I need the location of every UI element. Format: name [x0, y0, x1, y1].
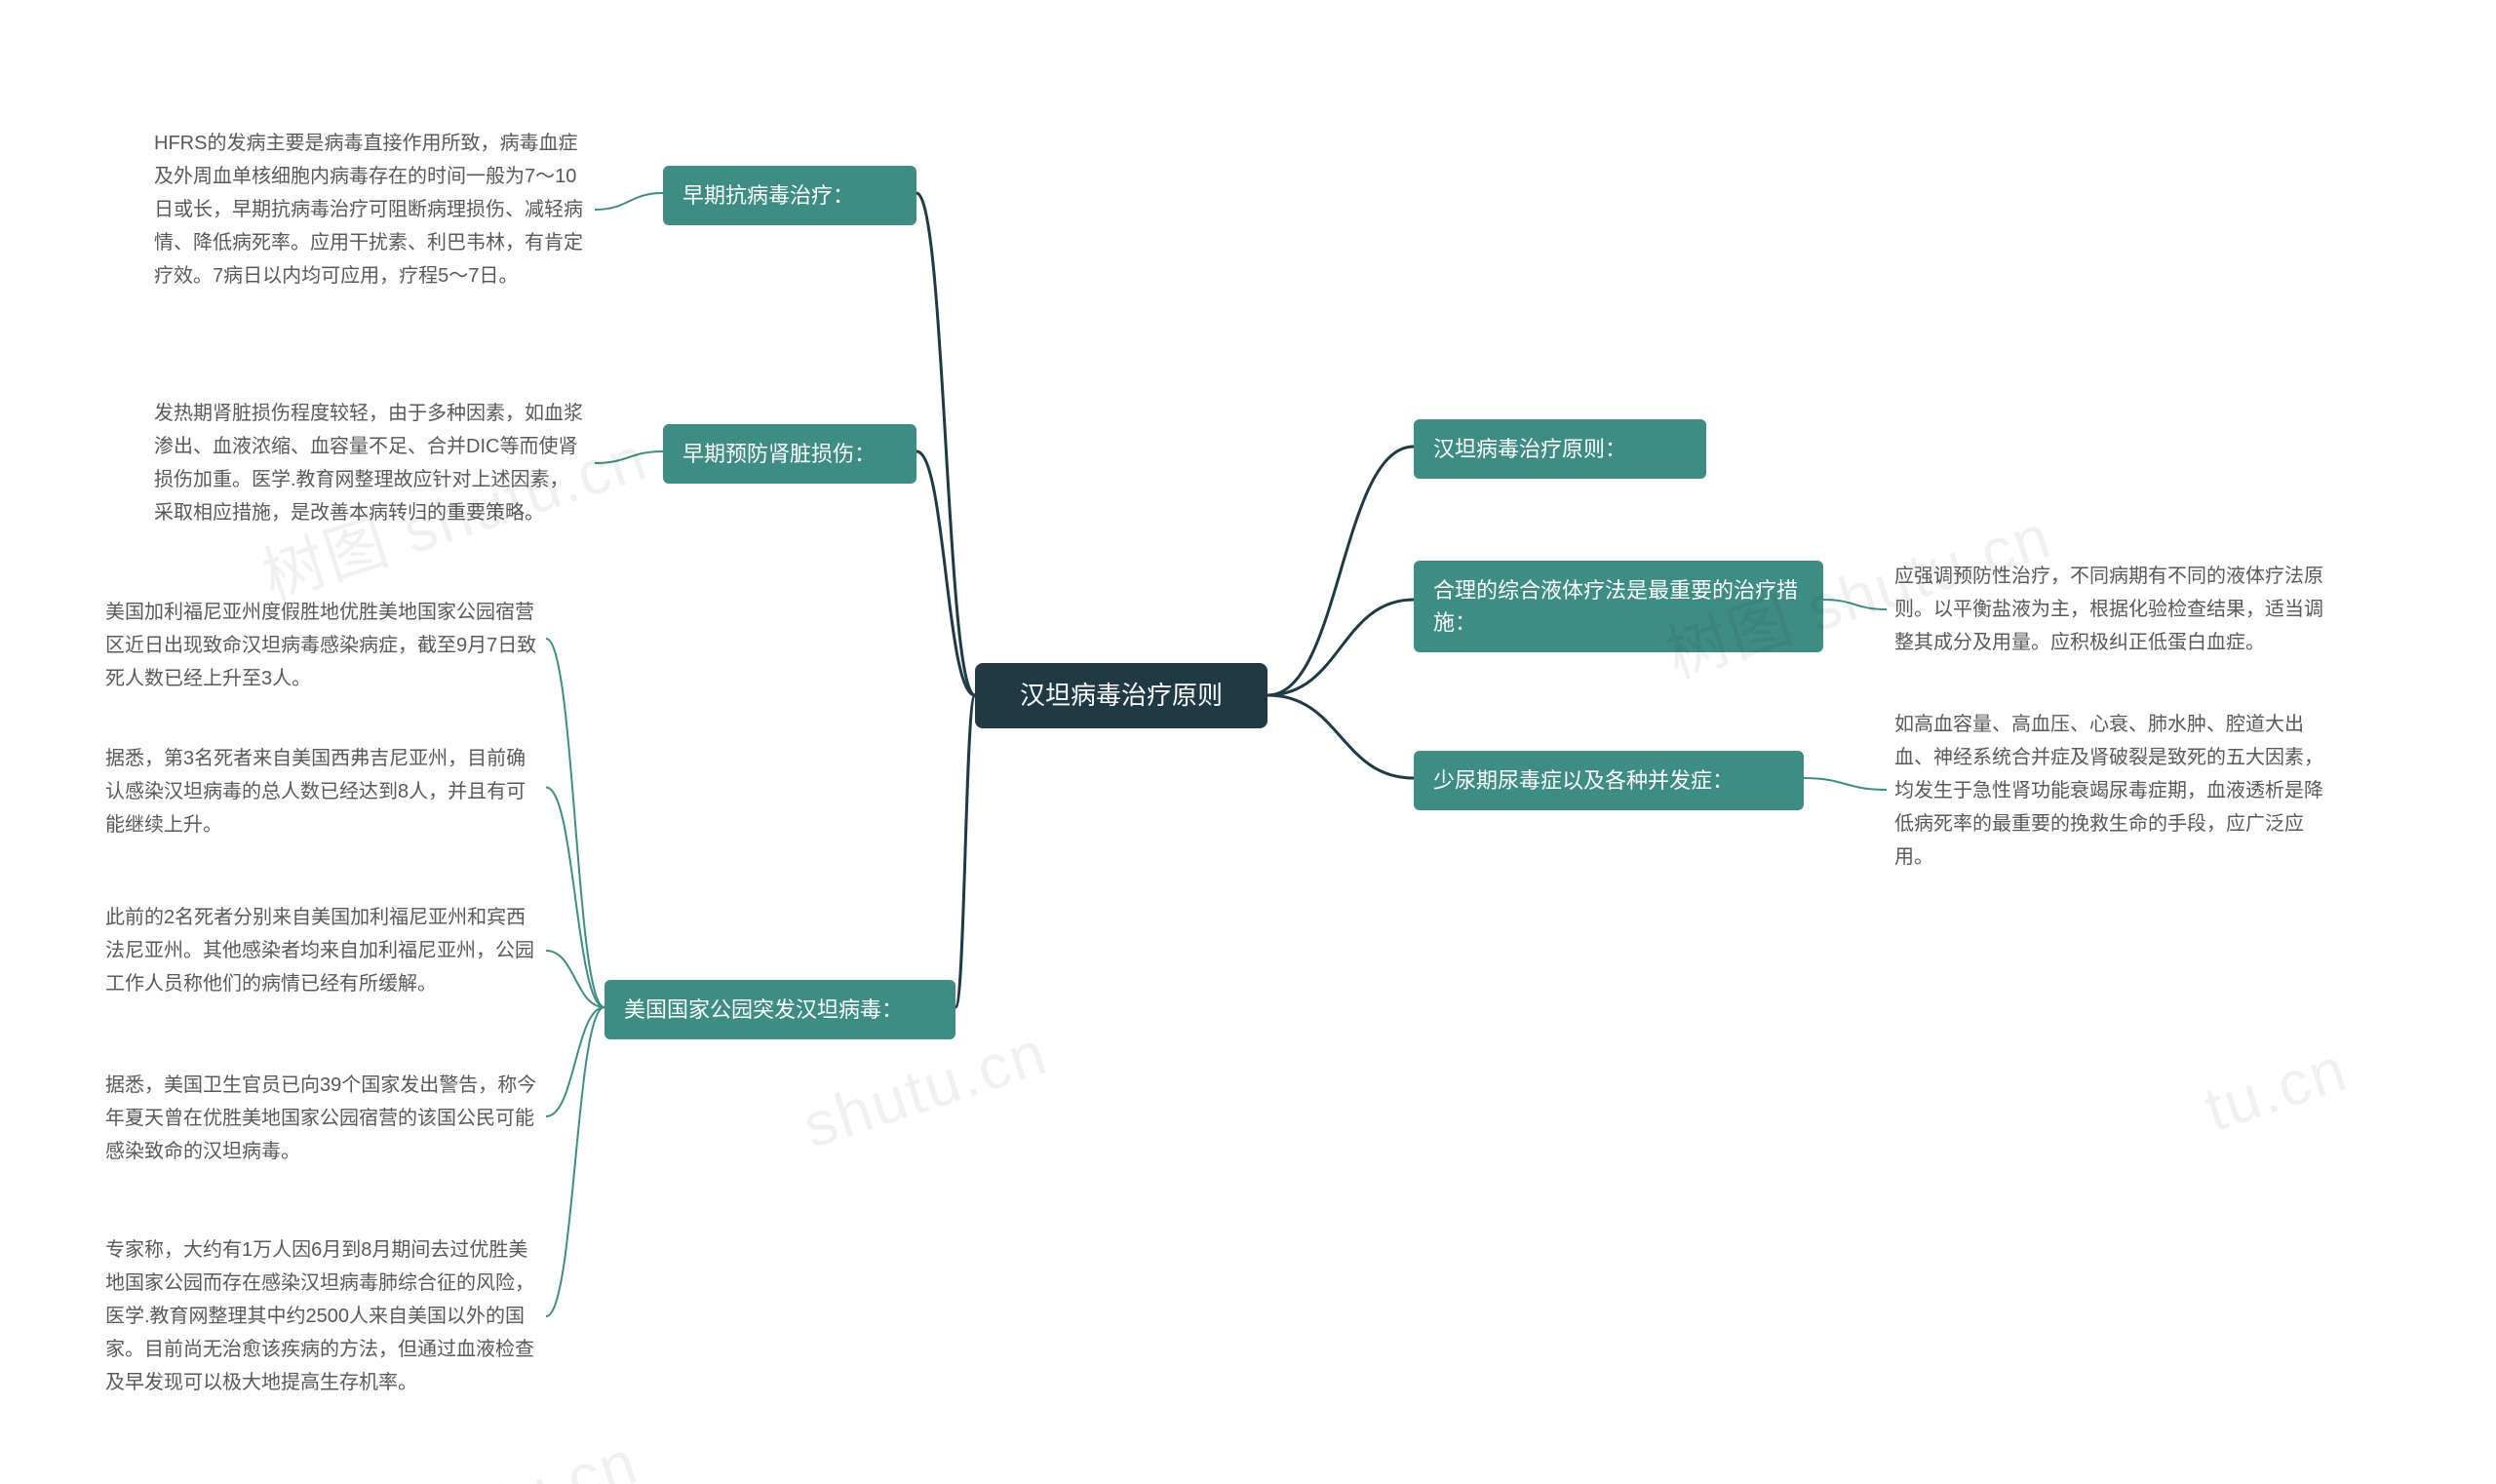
branch-label: 合理的综合液体疗法是最重要的治疗措施：: [1433, 574, 1804, 639]
leaf-content: 此前的2名死者分别来自美国加利福尼亚州和宾西法尼亚州。其他感染者均来自加利福尼亚…: [105, 901, 538, 1000]
leaf-content: 发热期肾脏损伤程度较轻，由于多种因素，如血浆渗出、血液浓缩、血容量不足、合并DI…: [154, 397, 587, 529]
branch-us-park-outbreak[interactable]: 美国国家公园突发汉坦病毒：: [604, 980, 956, 1039]
leaf-content: 专家称，大约有1万人因6月到8月期间去过优胜美地国家公园而存在感染汉坦病毒肺综合…: [105, 1233, 538, 1399]
leaf-content: 美国加利福尼亚州度假胜地优胜美地国家公园宿营区近日出现致命汉坦病毒感染病症，截至…: [105, 596, 538, 695]
branch-label: 汉坦病毒治疗原则：: [1433, 433, 1626, 465]
branch-label: 美国国家公园突发汉坦病毒：: [624, 994, 903, 1026]
leaf-text: 此前的2名死者分别来自美国加利福尼亚州和宾西法尼亚州。其他感染者均来自加利福尼亚…: [98, 887, 546, 1014]
leaf-text: 据悉，第3名死者来自美国西弗吉尼亚州，目前确认感染汉坦病毒的总人数已经达到8人，…: [98, 736, 546, 847]
branch-treatment-principle[interactable]: 汉坦病毒治疗原则：: [1414, 419, 1706, 479]
root-node[interactable]: 汉坦病毒治疗原则: [975, 663, 1268, 728]
branch-early-kidney-protection[interactable]: 早期预防肾脏损伤：: [663, 424, 916, 484]
mindmap-canvas: 汉坦病毒治疗原则 早期抗病毒治疗： 早期预防肾脏损伤： 美国国家公园突发汉坦病毒…: [0, 0, 2496, 1484]
leaf-text: 据悉，美国卫生官员已向39个国家发出警告，称今年夏天曾在优胜美地国家公园宿营的该…: [98, 1063, 546, 1174]
leaf-content: 应强调预防性治疗，不同病期有不同的液体疗法原则。以平衡盐液为主，根据化验检查结果…: [1894, 560, 2327, 659]
leaf-text: HFRS的发病主要是病毒直接作用所致，病毒血症及外周血单核细胞内病毒存在的时间一…: [146, 112, 595, 307]
leaf-text: 发热期肾脏损伤程度较轻，由于多种因素，如血浆渗出、血液浓缩、血容量不足、合并DI…: [146, 385, 595, 541]
leaf-content: 据悉，美国卫生官员已向39个国家发出警告，称今年夏天曾在优胜美地国家公园宿营的该…: [105, 1069, 538, 1168]
leaf-text: 如高血容量、高血压、心衰、肺水肿、腔道大出血、神经系统合并症及肾破裂是致死的五大…: [1887, 702, 2335, 879]
leaf-text: 美国加利福尼亚州度假胜地优胜美地国家公园宿营区近日出现致命汉坦病毒感染病症，截至…: [98, 590, 546, 701]
watermark: shutu.cn: [385, 1425, 646, 1484]
leaf-text: 应强调预防性治疗，不同病期有不同的液体疗法原则。以平衡盐液为主，根据化验检查结果…: [1887, 541, 2335, 678]
branch-label: 少尿期尿毒症以及各种并发症：: [1433, 764, 1734, 797]
branch-label: 早期抗病毒治疗：: [682, 179, 854, 212]
watermark: tu.cn: [2196, 1033, 2356, 1146]
branch-early-antiviral[interactable]: 早期抗病毒治疗：: [663, 166, 916, 225]
leaf-content: 据悉，第3名死者来自美国西弗吉尼亚州，目前确认感染汉坦病毒的总人数已经达到8人，…: [105, 742, 538, 841]
branch-oliguria-complications[interactable]: 少尿期尿毒症以及各种并发症：: [1414, 751, 1804, 810]
leaf-content: 如高血容量、高血压、心衰、肺水肿、腔道大出血、神经系统合并症及肾破裂是致死的五大…: [1894, 708, 2327, 874]
root-label: 汉坦病毒治疗原则: [1020, 677, 1223, 715]
leaf-content: HFRS的发病主要是病毒直接作用所致，病毒血症及外周血单核细胞内病毒存在的时间一…: [154, 127, 587, 293]
branch-fluid-therapy[interactable]: 合理的综合液体疗法是最重要的治疗措施：: [1414, 561, 1823, 652]
branch-label: 早期预防肾脏损伤：: [682, 438, 876, 470]
leaf-text: 专家称，大约有1万人因6月到8月期间去过优胜美地国家公园而存在感染汉坦病毒肺综合…: [98, 1219, 546, 1414]
